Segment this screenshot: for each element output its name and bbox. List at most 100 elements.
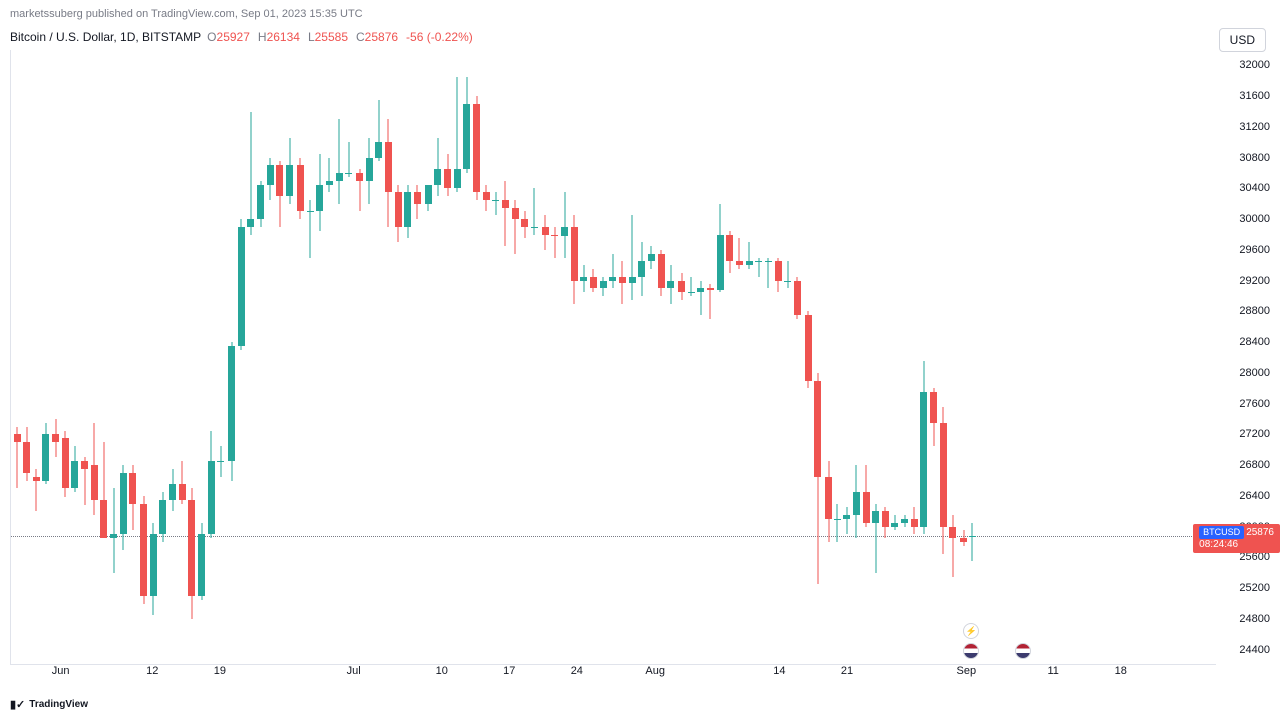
y-tick: 31200	[1239, 121, 1270, 133]
y-tick: 26800	[1239, 459, 1270, 471]
candle	[706, 284, 715, 319]
y-tick: 24400	[1239, 644, 1270, 656]
candle	[306, 200, 315, 258]
candle	[168, 469, 177, 511]
candle	[793, 277, 802, 319]
x-tick: 10	[436, 665, 448, 677]
x-tick: 17	[503, 665, 515, 677]
candle	[216, 446, 225, 477]
tradingview-logo: ▮✓ TradingView	[10, 698, 88, 711]
y-tick: 28000	[1239, 367, 1270, 379]
candle	[365, 138, 374, 203]
candle	[139, 496, 148, 604]
y-tick: 32000	[1239, 59, 1270, 71]
candle	[774, 258, 783, 293]
y-tick: 30000	[1239, 213, 1270, 225]
ohlc-values: O25927 H26134 L25585 C25876 -56 (-0.22%)	[207, 30, 473, 44]
currency-button[interactable]: USD	[1219, 28, 1266, 52]
y-tick: 29200	[1239, 275, 1270, 287]
y-tick: 27600	[1239, 398, 1270, 410]
candle	[813, 373, 822, 584]
candle	[871, 504, 880, 573]
candle	[939, 407, 948, 553]
x-tick: Aug	[645, 665, 665, 677]
candle	[919, 361, 928, 534]
candle	[491, 192, 500, 215]
candle	[266, 158, 275, 200]
candle	[472, 96, 481, 200]
candle	[735, 238, 744, 269]
candle	[968, 523, 977, 561]
candle	[579, 265, 588, 292]
candle	[90, 423, 99, 515]
candle	[227, 342, 236, 480]
candle	[696, 281, 705, 316]
y-tick: 29600	[1239, 244, 1270, 256]
price-tag: BTCUSD2587608:24:46	[1193, 524, 1280, 553]
candle	[647, 246, 656, 269]
candle	[197, 523, 206, 600]
candle	[754, 258, 763, 277]
candle	[657, 250, 666, 296]
candle	[275, 161, 284, 226]
y-axis[interactable]: 2440024800252002560026000264002680027200…	[1216, 50, 1280, 665]
candle	[119, 465, 128, 550]
candle	[285, 138, 294, 203]
tv-logo-icon: ▮✓	[10, 698, 25, 711]
candle	[804, 311, 813, 388]
y-tick: 25600	[1239, 551, 1270, 563]
y-tick: 31600	[1239, 90, 1270, 102]
candle	[433, 138, 442, 196]
candle	[394, 185, 403, 243]
candle	[22, 427, 31, 481]
candle	[453, 77, 462, 192]
candle	[99, 442, 108, 534]
x-tick: Jun	[52, 665, 70, 677]
candle	[187, 488, 196, 619]
candle	[764, 258, 773, 289]
symbol-row: Bitcoin / U.S. Dollar, 1D, BITSTAMP O259…	[0, 28, 1280, 48]
candle	[149, 523, 158, 615]
candle	[296, 158, 305, 220]
candle	[589, 269, 598, 292]
candle	[403, 185, 412, 239]
candle	[618, 261, 627, 303]
candle	[929, 388, 938, 446]
candle	[560, 192, 569, 257]
x-tick: Jul	[347, 665, 361, 677]
candle	[315, 154, 324, 231]
candle	[842, 507, 851, 534]
candle	[335, 119, 344, 204]
candle	[550, 227, 559, 258]
candle	[890, 515, 899, 530]
x-tick: 24	[571, 665, 583, 677]
candle	[852, 465, 861, 538]
candle	[158, 492, 167, 542]
candle	[207, 431, 216, 539]
candle	[666, 265, 675, 303]
flag-icon[interactable]	[1015, 643, 1031, 659]
candle	[41, 423, 50, 485]
x-axis[interactable]: Jun1219Jul101724Aug1421Sep1118	[10, 665, 1216, 683]
candle	[881, 507, 890, 538]
x-tick: 12	[146, 665, 158, 677]
candle	[677, 273, 686, 300]
candle	[80, 457, 89, 505]
y-tick: 27200	[1239, 428, 1270, 440]
candle	[520, 211, 529, 238]
y-tick: 28400	[1239, 336, 1270, 348]
candle	[687, 277, 696, 296]
candle	[384, 119, 393, 227]
publish-info: marketssuberg published on TradingView.c…	[0, 0, 1280, 28]
x-tick: 14	[773, 665, 785, 677]
chart-area[interactable]	[10, 50, 1216, 665]
candle	[424, 185, 433, 212]
candle	[178, 461, 187, 503]
candle	[862, 465, 871, 527]
candle	[51, 419, 60, 457]
candle	[246, 112, 255, 235]
candle	[61, 431, 70, 498]
candle	[628, 215, 637, 300]
x-tick: 18	[1115, 665, 1127, 677]
candle	[237, 219, 246, 350]
